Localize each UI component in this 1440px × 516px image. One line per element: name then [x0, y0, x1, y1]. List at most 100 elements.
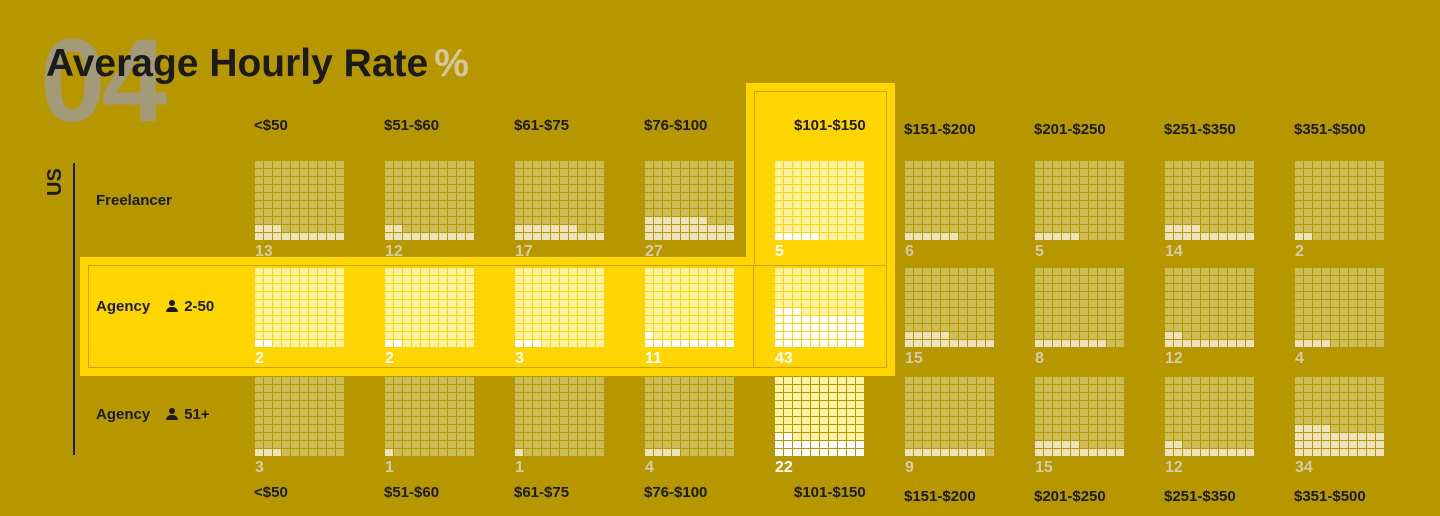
waffle-cell — [542, 268, 550, 275]
waffle-cell — [1237, 417, 1245, 424]
waffle-cell — [524, 425, 532, 432]
waffle-cell — [1228, 161, 1236, 168]
waffle-cell — [515, 300, 523, 307]
waffle-cell — [578, 292, 586, 299]
waffle-cell — [708, 177, 716, 184]
waffle-cell — [932, 233, 940, 240]
waffle-cell — [587, 177, 595, 184]
waffle-cell — [802, 225, 810, 232]
waffle-cell — [717, 225, 725, 232]
waffle-cell — [318, 169, 326, 176]
waffle-cell — [784, 385, 792, 392]
waffle-cell — [690, 401, 698, 408]
waffle-cell — [663, 284, 671, 291]
waffle-cell — [533, 425, 541, 432]
waffle-cell — [681, 217, 689, 224]
waffle-cell — [654, 209, 662, 216]
waffle-cell — [1035, 377, 1043, 384]
waffle-cell — [717, 425, 725, 432]
waffle-cell — [412, 268, 420, 275]
value-label-agency-2-50-61-75: 3 — [515, 350, 524, 367]
waffle-cell — [775, 276, 783, 283]
waffle-cell — [1367, 441, 1375, 448]
waffle-cell — [1246, 233, 1254, 240]
waffle-cell — [820, 284, 828, 291]
waffle-cell — [466, 284, 474, 291]
waffle-cell — [923, 209, 931, 216]
waffle-cell — [1295, 193, 1303, 200]
waffle-cell — [811, 425, 819, 432]
waffle-cell — [690, 217, 698, 224]
waffle-cell — [699, 201, 707, 208]
waffle-cell — [1174, 425, 1182, 432]
waffle-cell — [1174, 377, 1182, 384]
value-label-freelancer-50: 13 — [255, 243, 273, 260]
waffle-cell — [1340, 340, 1348, 347]
waffle-cell — [430, 417, 438, 424]
waffle-cell — [847, 209, 855, 216]
waffle-cell — [1210, 332, 1218, 339]
waffle-cell — [1098, 300, 1106, 307]
waffle-cell — [457, 193, 465, 200]
waffle-cell — [986, 377, 994, 384]
waffle-cell — [412, 417, 420, 424]
waffle-cell — [1062, 385, 1070, 392]
waffle-cell — [775, 233, 783, 240]
waffle-cell — [515, 185, 523, 192]
waffle-cell — [699, 332, 707, 339]
waffle-cell — [923, 201, 931, 208]
waffle-cell — [421, 316, 429, 323]
waffle-cell — [282, 185, 290, 192]
waffle-cell — [273, 324, 281, 331]
waffle-cell — [1349, 201, 1357, 208]
waffle-cell — [1295, 300, 1303, 307]
waffle-cell — [1116, 308, 1124, 315]
waffle-cell — [1331, 292, 1339, 299]
waffle-cell — [654, 409, 662, 416]
waffle-cell — [560, 185, 568, 192]
waffle-cell — [838, 233, 846, 240]
waffle-cell — [542, 209, 550, 216]
waffle-cell — [726, 276, 734, 283]
waffle-cell — [1228, 292, 1236, 299]
waffle-cell — [457, 433, 465, 440]
waffle-cell — [1322, 193, 1330, 200]
waffle-cell — [448, 449, 456, 456]
waffle-cell — [524, 268, 532, 275]
waffle-cell — [578, 417, 586, 424]
waffle-cell — [923, 340, 931, 347]
waffle-cell — [829, 433, 837, 440]
waffle-cell — [1080, 308, 1088, 315]
waffle-cell — [1219, 300, 1227, 307]
waffle-cell — [336, 332, 344, 339]
waffle-cell — [1322, 332, 1330, 339]
waffle-cell — [663, 340, 671, 347]
waffle-cell — [421, 201, 429, 208]
waffle-cell — [1192, 300, 1200, 307]
waffle-cell — [1174, 449, 1182, 456]
waffle-cell — [690, 177, 698, 184]
waffle-cell — [560, 316, 568, 323]
waffle-cell — [1349, 316, 1357, 323]
waffle-agency-51-101-150 — [775, 377, 864, 456]
value-label-freelancer-251-350: 14 — [1165, 243, 1183, 260]
waffle-cell — [856, 193, 864, 200]
waffle-cell — [699, 225, 707, 232]
waffle-cell — [1210, 292, 1218, 299]
waffle-cell — [394, 284, 402, 291]
waffle-cell — [1349, 401, 1357, 408]
waffle-cell — [847, 161, 855, 168]
waffle-cell — [466, 385, 474, 392]
waffle-cell — [1367, 324, 1375, 331]
waffle-cell — [1295, 417, 1303, 424]
waffle-cell — [318, 324, 326, 331]
waffle-cell — [811, 225, 819, 232]
waffle-cell — [793, 393, 801, 400]
waffle-agency-2-50-151-200 — [905, 268, 994, 347]
waffle-cell — [385, 185, 393, 192]
waffle-cell — [941, 425, 949, 432]
waffle-cell — [300, 225, 308, 232]
waffle-cell — [551, 185, 559, 192]
waffle-cell — [282, 169, 290, 176]
waffle-cell — [515, 217, 523, 224]
